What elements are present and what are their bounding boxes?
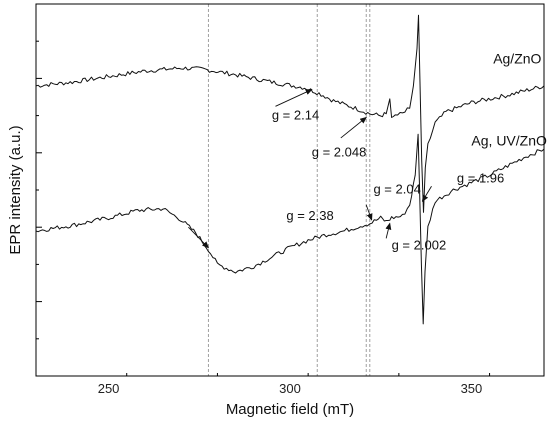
legend: Ag/ZnO Ag, UV/ZnO (471, 51, 547, 149)
annotation-arrow-0 (275, 89, 313, 107)
annotation-label-0: g = 2.14 (272, 107, 319, 122)
annotation-arrow-4 (385, 222, 392, 239)
legend-entry-1: Ag, UV/ZnO (471, 132, 547, 148)
x-tick-label-300: 300 (279, 381, 301, 396)
x-tick-label-350: 350 (461, 381, 483, 396)
annotation-arrow-5 (421, 186, 432, 203)
annotation-arrow-2 (188, 226, 210, 249)
annotation-label-5: g = 1.96 (457, 171, 504, 186)
annotation-arrow-3 (365, 204, 373, 221)
annotation-label-2: g = 2.38 (286, 208, 333, 223)
series-line-0 (35, 14, 545, 213)
annotation-label-1: g = 2.048 (312, 145, 367, 160)
x-tick-label-250: 250 (98, 381, 120, 396)
series-line-1 (35, 133, 545, 325)
annotation-arrow-1 (340, 116, 367, 139)
x-axis-ticks: 250 300 350 (35, 373, 491, 396)
y-axis-ticks (36, 40, 42, 340)
annotations: g = 2.14 g = 2.048 g = 2.38 g = 2.04 g = 2.0… (188, 89, 504, 253)
annotation-label-4: g = 2.002 (392, 238, 447, 253)
guide-lines (207, 4, 371, 376)
series-layer (35, 14, 545, 325)
plot-frame (35, 3, 545, 377)
y-axis-label: EPR intensity (a.u.) (7, 125, 24, 254)
annotation-label-3: g = 2.04 (373, 182, 420, 197)
x-axis-label: Magnetic field (mT) (226, 401, 354, 418)
legend-entry-0: Ag/ZnO (493, 51, 541, 67)
